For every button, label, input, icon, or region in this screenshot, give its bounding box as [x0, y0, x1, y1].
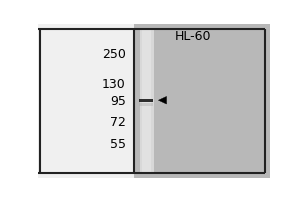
Text: 72: 72: [110, 116, 126, 129]
Bar: [134, 24, 270, 178]
Bar: [140, 29, 154, 173]
Text: 130: 130: [102, 78, 126, 91]
Text: HL-60: HL-60: [175, 30, 211, 43]
Text: 55: 55: [110, 138, 126, 151]
Bar: [38, 24, 134, 178]
Bar: [139, 103, 153, 106]
Bar: [139, 99, 153, 102]
Bar: [142, 29, 152, 173]
Text: 95: 95: [110, 95, 126, 108]
Text: 250: 250: [102, 48, 126, 61]
Polygon shape: [158, 96, 166, 104]
